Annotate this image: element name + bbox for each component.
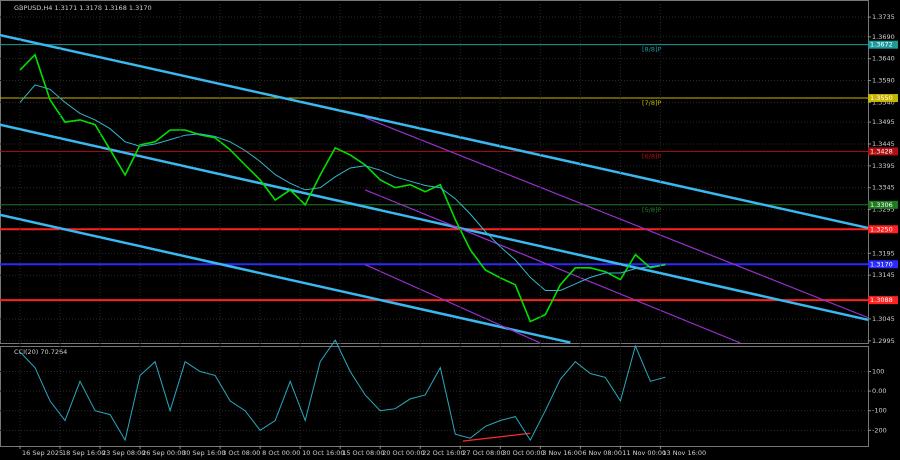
x-tick-label: 3 Oct 08:00 [222, 449, 260, 457]
trend-line [364, 189, 741, 344]
y-tick-label: 1.3690 [872, 33, 895, 41]
x-tick-label: 27 Oct 08:00 [462, 449, 504, 457]
y-tick-label: 1.3345 [872, 184, 895, 192]
y-tick-label: 1.3145 [872, 271, 895, 279]
trend-line [0, 213, 571, 344]
level-tag: [8/8]P [642, 46, 662, 54]
series-line [19, 339, 666, 442]
y-tick-label: 1.3640 [872, 55, 895, 63]
y-tick-label: 1.3445 [872, 140, 895, 148]
y-tick-label: 1.3295 [872, 206, 895, 214]
level-label: 1.3428 [870, 147, 893, 155]
y-tick-label: 1.3045 [872, 315, 895, 323]
x-tick-label: 15 Oct 08:00 [342, 449, 384, 457]
y-tick-label: 0.00 [872, 387, 886, 395]
level-label-box [868, 296, 898, 305]
level-label-box [868, 200, 898, 209]
cci-frame [0, 346, 869, 447]
series-line [19, 53, 666, 323]
moving-average [19, 84, 666, 291]
level-label-box [868, 94, 898, 103]
x-tick-label: 11 Nov 00:00 [622, 449, 666, 457]
y-tick-label: 1.3540 [872, 98, 895, 106]
level-label: 1.3170 [870, 260, 893, 268]
y-tick-label: -200 [872, 426, 887, 434]
level-tag: [7/8]P [642, 99, 662, 107]
y-tick-label: 100 [872, 367, 884, 375]
level-label-box [868, 147, 898, 156]
x-tick-label: 18 Sep 16:00 [62, 449, 105, 457]
x-tick-label: 23 Sep 08:00 [102, 449, 145, 457]
y-tick-label: 1.3495 [872, 118, 895, 126]
x-tick-label: 13 Nov 16:00 [662, 449, 706, 457]
level-label: 1.3088 [870, 296, 893, 304]
level-label: 1.3306 [870, 201, 893, 209]
level-tag: [5/8]P [642, 206, 662, 214]
x-tick-label: 22 Oct 16:00 [422, 449, 464, 457]
price-frame [0, 0, 869, 344]
trend-line [364, 117, 869, 319]
x-tick-label: 16 Sep 2025 [22, 449, 63, 457]
level-label: 1.3250 [870, 225, 893, 233]
level-label: 1.3672 [870, 41, 893, 49]
x-tick-label: 30 Sep 16:00 [182, 449, 225, 457]
level-label-box [868, 40, 898, 49]
y-tick-label: 1.2995 [872, 337, 895, 345]
x-tick-label: 3 Nov 16:00 [542, 449, 582, 457]
x-tick-label: 10 Oct 16:00 [302, 449, 344, 457]
trend-line [364, 264, 541, 344]
price-title: GBPUSD,H4 1.3171 1.3178 1.3168 1.3170 [14, 4, 152, 12]
level-label-box [868, 260, 898, 269]
y-tick-label: 1.3735 [872, 13, 895, 21]
level-label: 1.3550 [870, 94, 893, 102]
x-tick-label: 8 Oct 00:00 [262, 449, 300, 457]
y-tick-label: 1.3195 [872, 249, 895, 257]
trend-line [0, 123, 869, 322]
y-tick-label: 1.3590 [872, 77, 895, 85]
cci-title: CCI(20) 70.7264 [14, 348, 67, 356]
y-tick-label: 1.3395 [872, 162, 895, 170]
level-label-box [868, 225, 898, 234]
y-tick-label: -100 [872, 407, 887, 415]
x-tick-label: 30 Oct 00:00 [502, 449, 544, 457]
trend-line [0, 33, 869, 230]
x-tick-label: 6 Nov 08:00 [582, 449, 622, 457]
level-tag: [6/8]P [642, 152, 662, 160]
trend-line [462, 432, 531, 442]
x-tick-label: 20 Oct 00:00 [382, 449, 424, 457]
x-tick-label: 26 Sep 00:00 [142, 449, 185, 457]
